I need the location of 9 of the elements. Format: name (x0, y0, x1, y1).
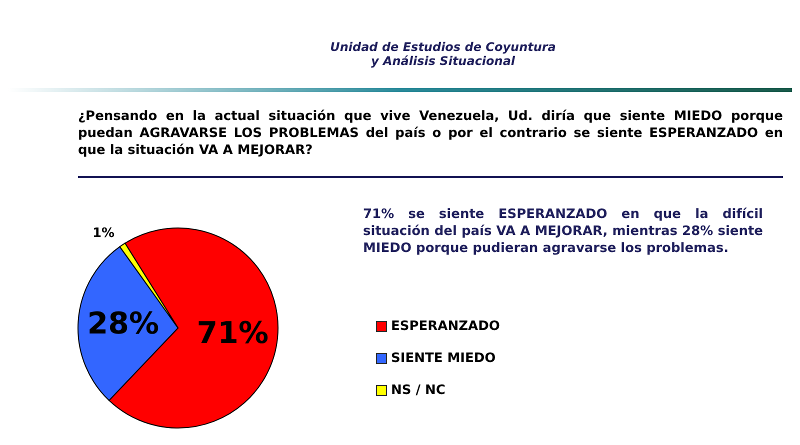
text: 71% se siente ESPERANZADO en que la difícil situación del país VA A MEJORAR, mientras 28% siente MIEDO porque pudieran agravarse los problemas. (363, 206, 763, 257)
chart-subtitle: Unidad de Estudios de Coyuntura y Análisis Situacional (329, 40, 557, 68)
data-label: 28% (87, 306, 160, 342)
legend-label: NS / NC (391, 382, 446, 398)
data-label: 71% (196, 316, 269, 352)
legend-label: ESPERANZADO (391, 318, 500, 334)
chart-title: ¿Pensando en la actual situación que vive Venezuela, Ud. diría que siente MIEDO porque puedan AGRAVARSE LOS PROBLEMAS del país o por el contrario se siente ESPERANZADO en que la situación VA A MEJORAR? (78, 108, 783, 159)
data-label: 1% (92, 226, 115, 241)
legend-label: SIENTE MIEDO (391, 350, 496, 366)
